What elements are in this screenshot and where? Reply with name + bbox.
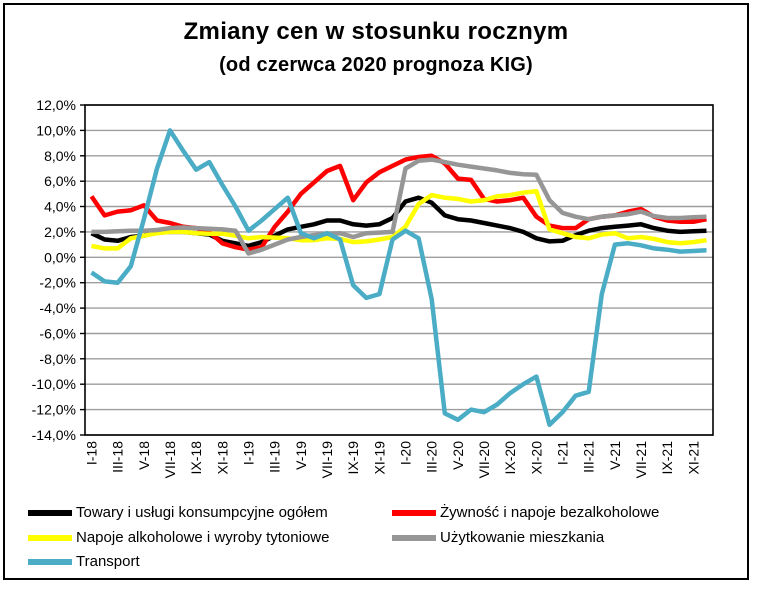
chart-frame [3, 3, 749, 580]
plot-border [84, 104, 714, 436]
x-tick-label: XI-19 [371, 441, 387, 475]
x-tick-label: VII-19 [319, 441, 335, 479]
series-line-alcohol-tobacco [91, 189, 707, 251]
x-tick-label: XI-21 [685, 441, 701, 475]
series-line-transport [90, 128, 707, 428]
y-tick-label: 4,0% [44, 199, 76, 215]
y-tick-label: -6,0% [39, 326, 76, 342]
y-axis-labels: 12,0% 10,0% 8,0% 6,0% 4,0% 2,0% 0,0% -2,0% -4,0%… [32, 97, 76, 443]
x-tick-label: III-21 [581, 441, 597, 473]
x-tick-label: XI-20 [528, 441, 544, 475]
x-tick-label: III-20 [424, 441, 440, 473]
gridlines [80, 104, 713, 436]
x-tick-label: VII-20 [476, 441, 492, 479]
x-tick-label: I-21 [555, 441, 571, 465]
x-tick-label: I-19 [241, 441, 257, 465]
y-tick-label: 8,0% [44, 148, 76, 164]
x-tick-label: IX-20 [502, 441, 518, 475]
x-tick-label: V-19 [293, 441, 309, 470]
y-tick-label: -10,0% [32, 376, 76, 392]
y-tick-label: -14,0% [32, 427, 76, 443]
x-tick-label: IX-19 [345, 441, 361, 475]
y-tick-label: -4,0% [39, 300, 76, 316]
x-tick-label: V-20 [450, 441, 466, 470]
x-tick-label: IX-18 [188, 441, 204, 475]
x-tick-label: III-19 [267, 441, 283, 473]
chart-subtitle: (od czerwca 2020 prognoza KIG) [219, 54, 533, 76]
y-tick-label: -2,0% [39, 275, 76, 291]
y-tick-label: 2,0% [44, 224, 76, 240]
x-tick-label: VII-21 [633, 441, 649, 479]
y-tick-label: -8,0% [39, 351, 76, 367]
x-tick-label: IX-21 [659, 441, 675, 475]
x-tick-label: I-20 [398, 441, 414, 465]
chart-title: Zmiany cen w stosunku rocznym [183, 18, 569, 45]
x-tick-label: V-18 [136, 441, 152, 470]
y-tick-label: -12,0% [32, 402, 76, 418]
series-line-housing [91, 157, 707, 256]
x-tick-label: VII-18 [162, 441, 178, 479]
y-tick-label: 10,0% [36, 122, 76, 138]
x-axis-labels: I-18 III-18 V-18 VII-18 IX-18 XI-18 I-19 III-19… [84, 441, 702, 479]
x-tick-label: III-18 [110, 441, 126, 473]
y-tick-label: 6,0% [44, 173, 76, 189]
y-tick-label: 0,0% [44, 249, 76, 265]
x-tick-label: I-18 [84, 441, 100, 465]
x-tick-label: XI-18 [214, 441, 230, 475]
x-tick-label: V-21 [607, 441, 623, 470]
y-tick-label: 12,0% [36, 97, 76, 113]
